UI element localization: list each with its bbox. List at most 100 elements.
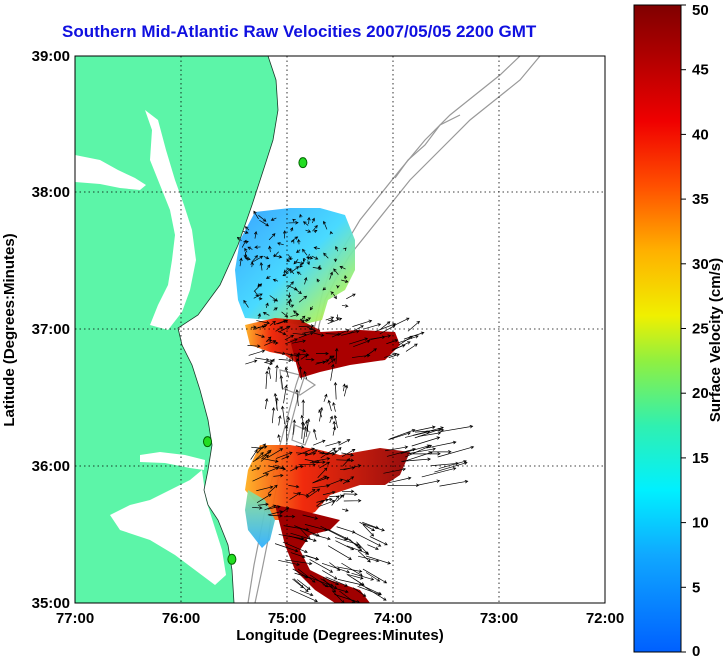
velocity-arrow <box>287 292 292 299</box>
velocity-arrow <box>257 313 261 319</box>
velocity-arrow <box>299 348 307 353</box>
velocity-arrow <box>325 576 349 587</box>
velocity-arrow <box>328 318 335 323</box>
velocity-arrow <box>312 224 318 232</box>
velocity-arrow <box>332 401 336 412</box>
velocity-arrow <box>239 257 243 267</box>
velocity-arrow <box>282 272 289 277</box>
velocity-arrow <box>272 341 279 345</box>
velocity-arrow <box>359 521 376 532</box>
velocity-arrow <box>333 268 339 275</box>
velocity-arrow <box>292 310 299 315</box>
velocity-arrow <box>362 523 385 532</box>
velocity-arrow <box>349 337 369 345</box>
velocity-arrow <box>264 339 277 346</box>
velocity-arrow <box>290 313 300 317</box>
velocity-arrow <box>284 338 298 345</box>
velocity-arrow <box>295 451 309 456</box>
velocity-arrow <box>343 492 358 496</box>
velocity-arrow <box>351 572 375 581</box>
velocity-arrow <box>342 508 349 512</box>
velocity-arrow <box>267 366 272 379</box>
x-tick: 72:00 <box>586 610 624 627</box>
velocity-arrow <box>327 358 336 365</box>
velocity-arrow <box>297 352 301 362</box>
velocity-arrow <box>301 399 305 416</box>
velocity-arrow <box>260 454 269 462</box>
velocity-arrow <box>411 436 441 447</box>
velocity-arrow <box>363 323 382 330</box>
velocity-arrow <box>300 414 304 422</box>
velocity-arrow <box>339 265 346 270</box>
velocity-arrow <box>253 255 264 262</box>
velocity-arrow <box>322 570 338 580</box>
velocity-arrow <box>343 464 362 471</box>
velocity-arrow <box>259 219 270 227</box>
velocity-arrow <box>323 393 328 402</box>
velocity-arrow <box>336 566 363 573</box>
velocity-arrow <box>303 221 309 226</box>
velocity-arrow <box>304 459 321 464</box>
velocity-arrow <box>286 281 294 289</box>
velocity-arrow <box>369 536 388 546</box>
velocity-arrow <box>346 574 365 586</box>
velocity-arrow <box>362 524 375 537</box>
velocity-arrow <box>365 555 392 565</box>
velocity-arrow <box>273 255 283 259</box>
velocity-arrow <box>300 315 306 321</box>
velocity-arrow <box>305 420 309 432</box>
y-axis-label: Latitude (Degrees:Minutes) <box>1 233 18 426</box>
velocity-arrow <box>289 492 302 500</box>
velocity-arrow <box>306 253 311 260</box>
velocity-arrow <box>343 498 362 503</box>
velocity-arrow <box>312 476 330 484</box>
velocity-arrow <box>341 452 354 457</box>
velocity-arrow <box>325 497 333 502</box>
velocity-arrow <box>391 341 411 352</box>
velocity-arrow <box>316 499 336 508</box>
velocity-arrow <box>302 514 319 520</box>
velocity-arrow <box>256 493 272 503</box>
velocity-arrow <box>362 521 379 529</box>
velocity-arrow <box>341 304 349 308</box>
velocity-arrow <box>315 351 329 356</box>
velocity-arrow <box>305 357 315 362</box>
velocity-arrow <box>348 574 364 580</box>
velocity-arrow <box>296 271 302 275</box>
velocity-arrow <box>289 266 300 274</box>
velocity-arrow <box>311 332 325 337</box>
velocity-arrow <box>329 355 334 363</box>
velocity-arrow <box>292 339 306 344</box>
velocity-arrow <box>244 253 249 261</box>
velocity-arrow <box>247 246 253 250</box>
colorbar-tick: 5 <box>692 579 700 596</box>
velocity-arrow <box>255 333 266 338</box>
velocity-arrow <box>317 450 326 455</box>
velocity-arrow <box>244 247 248 253</box>
velocity-arrow <box>327 399 332 412</box>
velocity-arrow <box>343 384 349 397</box>
velocity-arrow <box>296 249 301 253</box>
velocity-arrow <box>342 458 351 467</box>
velocity-arrow <box>290 589 318 603</box>
velocity-arrow <box>421 467 457 478</box>
velocity-arrow <box>312 484 330 489</box>
page-title: Southern Mid-Atlantic Raw Velocities 200… <box>62 22 537 41</box>
velocity-arrow <box>254 231 258 239</box>
velocity-arrow <box>299 213 303 218</box>
velocity-arrow <box>264 397 269 410</box>
velocity-arrow <box>439 424 474 433</box>
x-tick: 76:00 <box>162 610 200 627</box>
velocity-arrow <box>305 555 319 561</box>
velocity-arrow <box>273 319 287 326</box>
velocity-arrow <box>362 568 388 584</box>
plot-frame <box>74 55 606 604</box>
velocity-arrow <box>313 246 320 250</box>
colorbar-label: Surface Velocity (cm/s) <box>707 258 724 422</box>
velocity-arrow <box>251 254 258 263</box>
velocity-arrow <box>257 502 269 507</box>
velocity-arrow <box>275 451 293 459</box>
velocity-arrow <box>272 299 277 303</box>
velocity-arrow <box>286 300 290 305</box>
velocity-arrow <box>290 532 317 542</box>
